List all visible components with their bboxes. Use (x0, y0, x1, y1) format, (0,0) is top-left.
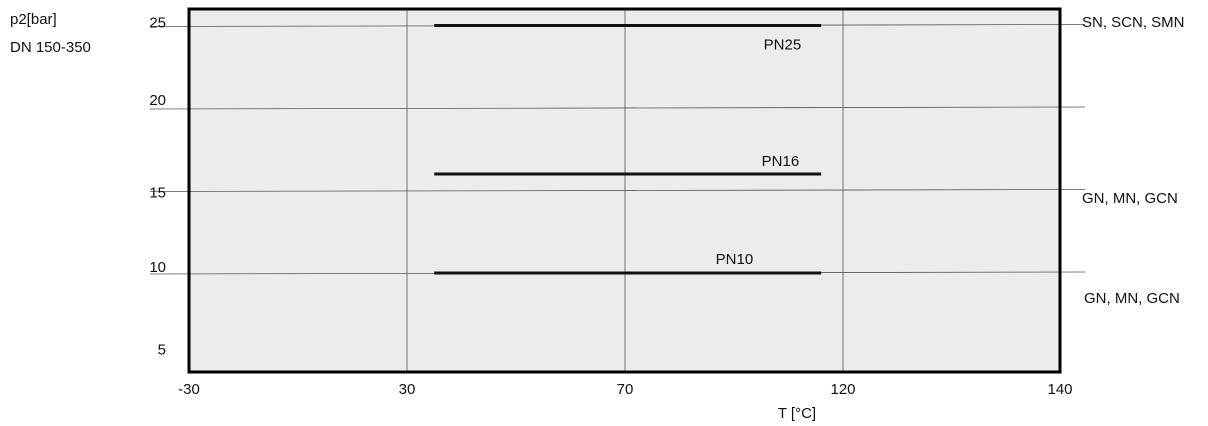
x-tick-label: 120 (830, 381, 855, 398)
y-tick-label: 15 (149, 185, 166, 202)
right-side-label: GN, MN, GCN (1082, 190, 1178, 207)
y-tick-label: 5 (158, 342, 166, 359)
x-tick-label: 70 (617, 381, 634, 398)
y-tick-label: 20 (149, 92, 166, 109)
chart-subtitle: DN 150-350 (10, 39, 91, 56)
y-tick-label: 25 (149, 15, 166, 32)
grid-line-horizontal (149, 106, 1086, 110)
right-side-label: SN, SCN, SMN (1082, 14, 1185, 31)
grid-line-horizontal (149, 189, 1086, 192)
plot-frame (187, 7, 1062, 374)
y-axis-label: p2[bar] (10, 11, 57, 28)
series-label-pn16: PN16 (762, 153, 800, 170)
y-axis-label-block: p2[bar] DN 150-350 (10, 6, 91, 62)
x-tick-label: -30 (178, 381, 200, 398)
right-side-label: GN, MN, GCN (1084, 290, 1180, 307)
series-label-pn25: PN25 (764, 37, 802, 54)
series-label-pn10: PN10 (716, 251, 754, 268)
y-tick-label: 10 (149, 259, 166, 276)
x-tick-label: 140 (1047, 381, 1072, 398)
x-axis-label: T [°C] (778, 405, 816, 422)
x-tick-label: 30 (399, 381, 416, 398)
